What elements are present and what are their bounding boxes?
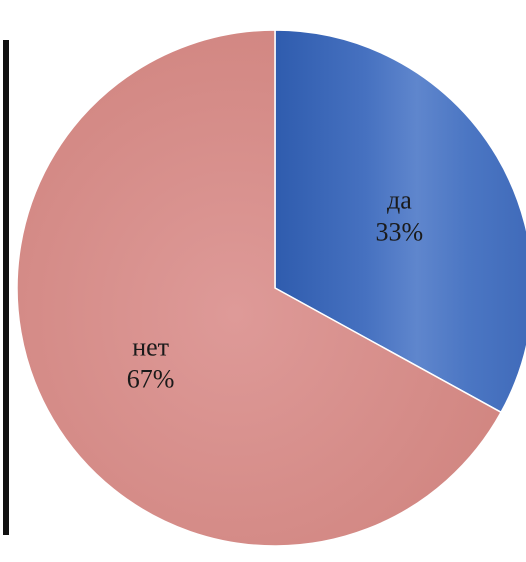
pie-labels: да 33% нет 67% xyxy=(127,185,423,393)
pie-slice-no xyxy=(16,29,503,547)
slice-label-percent-yes: 33% xyxy=(376,217,424,246)
slice-label-percent-no: 67% xyxy=(127,365,175,394)
slice-label-name-no: нет xyxy=(132,333,169,362)
slice-label-name-yes: да xyxy=(387,185,412,214)
pie-slice-yes xyxy=(274,29,526,414)
pie-slices xyxy=(16,29,526,547)
